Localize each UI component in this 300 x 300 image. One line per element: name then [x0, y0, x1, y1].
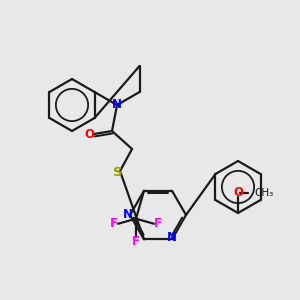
- Text: O: O: [84, 128, 94, 140]
- Text: CH₃: CH₃: [254, 188, 273, 198]
- Text: N: N: [167, 231, 177, 244]
- Text: F: F: [154, 217, 162, 230]
- Text: F: F: [110, 217, 118, 230]
- Text: N: N: [123, 208, 133, 221]
- Text: F: F: [132, 235, 140, 248]
- Text: N: N: [112, 98, 122, 112]
- Text: O: O: [233, 187, 243, 200]
- Text: S: S: [113, 167, 123, 179]
